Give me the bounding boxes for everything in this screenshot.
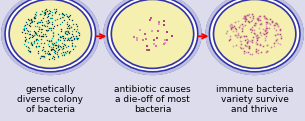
- Text: immune bacteria
variety survive
and thrive: immune bacteria variety survive and thri…: [216, 85, 293, 114]
- Ellipse shape: [107, 0, 198, 72]
- Ellipse shape: [2, 0, 99, 75]
- Text: antibiotic causes
a die-off of most
bacteria: antibiotic causes a die-off of most bact…: [114, 85, 191, 114]
- Ellipse shape: [5, 0, 96, 72]
- Ellipse shape: [9, 0, 92, 68]
- Ellipse shape: [214, 0, 296, 68]
- Ellipse shape: [209, 0, 300, 72]
- Ellipse shape: [104, 0, 201, 75]
- Ellipse shape: [206, 0, 303, 75]
- Text: genetically
diverse colony
of bacteria: genetically diverse colony of bacteria: [17, 85, 83, 114]
- Ellipse shape: [111, 0, 194, 68]
